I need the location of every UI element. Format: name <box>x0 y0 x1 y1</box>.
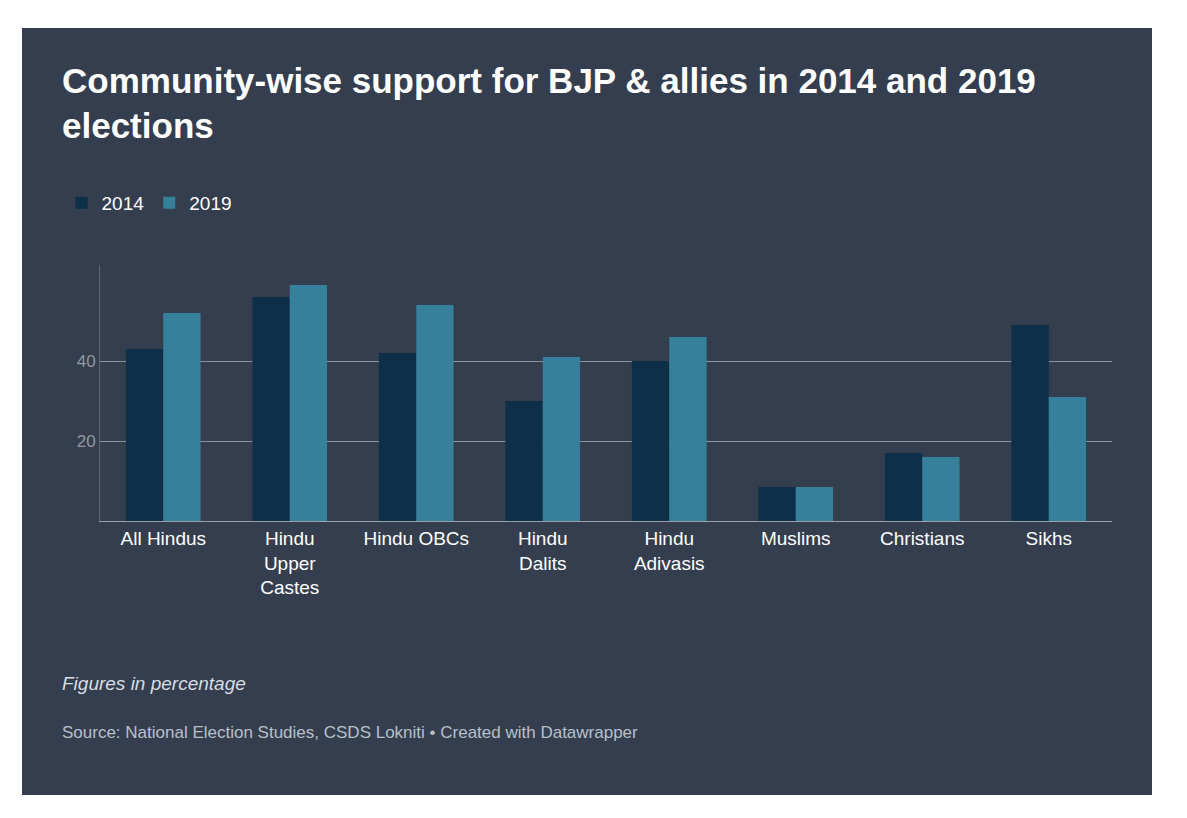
svg-text:Sikhs: Sikhs <box>1026 528 1072 549</box>
html-text:Source: National Election Stud: Source: National Election Studies, CSDS … <box>62 723 638 742</box>
html-text:Community-wise support for BJP: Community-wise support for BJP & allies … <box>62 61 1036 145</box>
svg-text:HinduUpperCastes: HinduUpperCastes <box>260 528 319 598</box>
svg-text:Hindu OBCs: Hindu OBCs <box>363 528 469 549</box>
svg-text:Christians: Christians <box>880 528 964 549</box>
html-text:Figures in percentage: Figures in percentage <box>62 673 246 694</box>
svg-text:HinduAdivasis: HinduAdivasis <box>634 528 705 574</box>
svg-text:HinduDalits: HinduDalits <box>518 528 568 574</box>
svg-text:Muslims: Muslims <box>761 528 831 549</box>
svg-text:2019: 2019 <box>189 193 231 214</box>
svg-text:20: 20 <box>77 432 96 451</box>
svg-text:2014: 2014 <box>102 193 145 214</box>
svg-text:40: 40 <box>77 352 96 371</box>
svg-text:All Hindus: All Hindus <box>120 528 206 549</box>
